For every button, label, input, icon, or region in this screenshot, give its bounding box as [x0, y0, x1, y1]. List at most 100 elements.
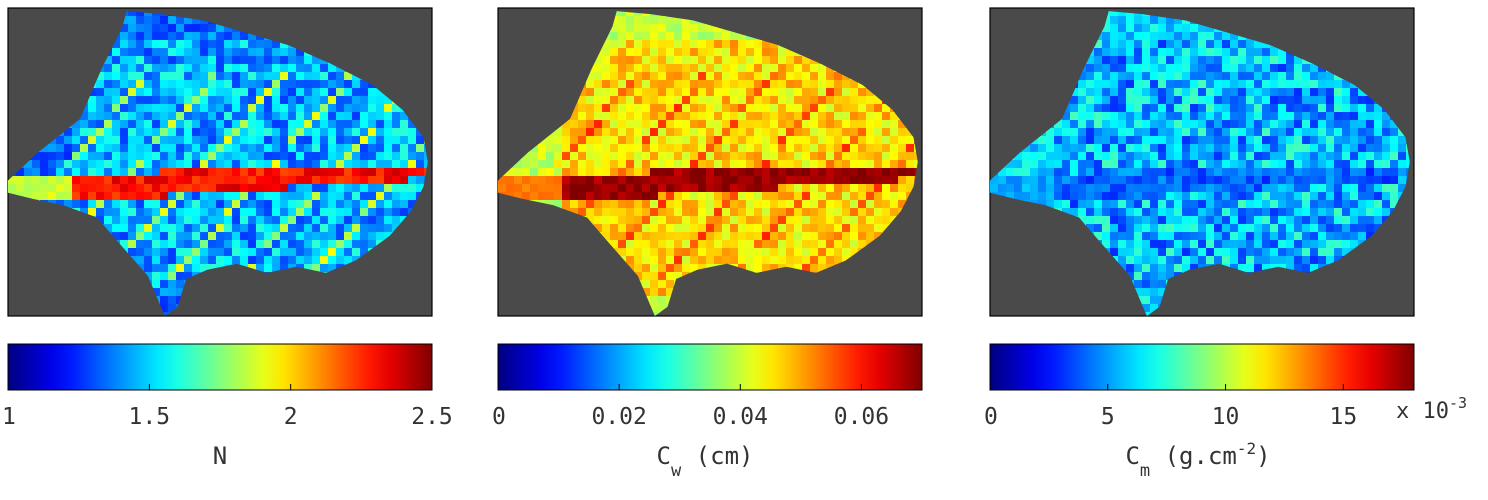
- leaf-pixel: [674, 168, 683, 177]
- leaf-pixel: [770, 128, 779, 137]
- leaf-pixel: [698, 112, 707, 121]
- leaf-pixel: [400, 144, 409, 153]
- leaf-pixel: [634, 160, 643, 169]
- leaf-pixel: [1174, 72, 1183, 81]
- leaf-pixel: [408, 168, 417, 177]
- leaf-pixel: [192, 136, 201, 145]
- leaf-pixel: [216, 248, 225, 257]
- leaf-pixel: [152, 200, 161, 209]
- leaf-pixel: [184, 136, 193, 145]
- leaf-pixel: [272, 136, 281, 145]
- leaf-pixel: [850, 232, 859, 241]
- leaf-pixel: [304, 136, 313, 145]
- leaf-pixel: [216, 240, 225, 249]
- leaf-pixel: [232, 136, 241, 145]
- leaf-pixel: [272, 152, 281, 161]
- leaf-pixel: [264, 120, 273, 129]
- leaf-pixel: [874, 144, 883, 153]
- leaf-pixel: [1142, 32, 1151, 41]
- leaf-pixel: [1182, 64, 1191, 73]
- leaf-pixel: [882, 160, 891, 169]
- leaf-pixel: [1126, 32, 1135, 41]
- leaf-pixel: [336, 176, 345, 185]
- leaf-pixel: [682, 32, 691, 41]
- leaf-pixel: [192, 176, 201, 185]
- leaf-pixel: [280, 248, 289, 257]
- leaf-pixel: [1262, 112, 1271, 121]
- leaf-pixel: [120, 48, 129, 57]
- leaf-pixel: [842, 112, 851, 121]
- leaf-pixel: [810, 88, 819, 97]
- leaf-pixel: [810, 200, 819, 209]
- leaf-pixel: [1190, 56, 1199, 65]
- leaf-pixel: [754, 96, 763, 105]
- leaf-pixel: [666, 128, 675, 137]
- leaf-pixel: [320, 136, 329, 145]
- leaf-pixel: [248, 72, 257, 81]
- leaf-pixel: [722, 72, 731, 81]
- leaf-pixel: [650, 272, 659, 281]
- leaf-pixel: [1182, 96, 1191, 105]
- leaf-pixel: [136, 88, 145, 97]
- leaf-pixel: [224, 88, 233, 97]
- leaf-pixel: [666, 176, 675, 185]
- leaf-pixel: [344, 184, 353, 193]
- leaf-pixel: [344, 152, 353, 161]
- leaf-pixel: [802, 216, 811, 225]
- leaf-pixel: [264, 184, 273, 193]
- leaf-pixel: [1174, 112, 1183, 121]
- leaf-pixel: [24, 176, 33, 185]
- leaf-pixel: [842, 88, 851, 97]
- leaf-pixel: [368, 208, 377, 217]
- leaf-pixel: [1326, 96, 1335, 105]
- leaf-pixel: [1134, 112, 1143, 121]
- leaf-pixel: [72, 168, 81, 177]
- leaf-pixel: [658, 296, 667, 305]
- leaf-pixel: [602, 128, 611, 137]
- leaf-pixel: [794, 96, 803, 105]
- leaf-pixel: [1190, 88, 1199, 97]
- leaf-pixel: [208, 96, 217, 105]
- leaf-pixel: [224, 192, 233, 201]
- leaf-pixel: [674, 24, 683, 33]
- leaf-pixel: [328, 208, 337, 217]
- leaf-pixel: [674, 40, 683, 49]
- leaf-pixel: [642, 184, 651, 193]
- leaf-pixel: [642, 48, 651, 57]
- leaf-pixel: [320, 232, 329, 241]
- leaf-pixel: [1126, 40, 1135, 49]
- leaf-pixel: [1358, 104, 1367, 113]
- leaf-pixel: [216, 208, 225, 217]
- leaf-pixel: [634, 112, 643, 121]
- leaf-pixel: [1230, 88, 1239, 97]
- leaf-pixel: [626, 120, 635, 129]
- leaf-pixel: [184, 56, 193, 65]
- leaf-pixel: [1230, 104, 1239, 113]
- leaf-pixel: [272, 232, 281, 241]
- leaf-pixel: [650, 48, 659, 57]
- leaf-pixel: [224, 224, 233, 233]
- leaf-pixel: [634, 224, 643, 233]
- leaf-pixel: [224, 176, 233, 185]
- leaf-pixel: [392, 192, 401, 201]
- leaf-pixel: [666, 32, 675, 41]
- leaf-pixel: [200, 152, 209, 161]
- leaf-pixel: [1246, 96, 1255, 105]
- leaf-pixel: [168, 16, 177, 25]
- leaf-pixel: [232, 64, 241, 73]
- leaf-pixel: [690, 144, 699, 153]
- leaf-pixel: [160, 40, 169, 49]
- leaf-pixel: [344, 120, 353, 129]
- leaf-pixel: [754, 232, 763, 241]
- leaf-pixel: [730, 72, 739, 81]
- leaf-pixel: [1294, 72, 1303, 81]
- leaf-pixel: [674, 136, 683, 145]
- leaf-pixel: [1246, 88, 1255, 97]
- leaf-pixel: [650, 256, 659, 265]
- leaf-pixel: [666, 272, 675, 281]
- leaf-pixel: [240, 72, 249, 81]
- leaf-pixel: [312, 112, 321, 121]
- leaf-pixel: [256, 208, 265, 217]
- leaf-pixel: [80, 192, 89, 201]
- leaf-pixel: [112, 192, 121, 201]
